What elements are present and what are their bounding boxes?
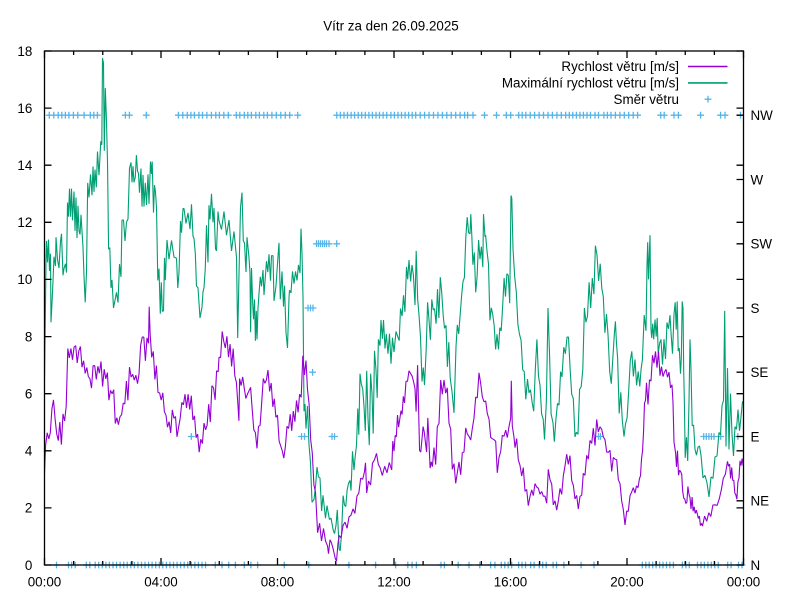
svg-text:18: 18 (17, 44, 32, 59)
svg-text:Maximální rychlost větru [m/s]: Maximální rychlost větru [m/s] (502, 75, 679, 90)
svg-text:16:00: 16:00 (494, 575, 528, 590)
svg-text:2: 2 (25, 501, 32, 516)
svg-text:Vítr za den 26.09.2025: Vítr za den 26.09.2025 (323, 19, 459, 34)
svg-text:SE: SE (751, 365, 769, 380)
svg-text:6: 6 (25, 387, 32, 402)
svg-text:4: 4 (25, 444, 33, 459)
svg-text:SW: SW (751, 237, 773, 252)
svg-text:N: N (751, 558, 761, 573)
svg-text:12:00: 12:00 (377, 575, 411, 590)
svg-text:NW: NW (751, 108, 774, 123)
svg-text:S: S (751, 301, 760, 316)
svg-text:8: 8 (25, 329, 32, 344)
svg-text:NE: NE (751, 494, 770, 509)
svg-text:04:00: 04:00 (144, 575, 178, 590)
svg-text:0: 0 (25, 558, 32, 573)
svg-text:16: 16 (17, 101, 32, 116)
svg-text:00:00: 00:00 (28, 575, 62, 590)
svg-text:12: 12 (17, 215, 32, 230)
svg-text:E: E (751, 429, 760, 444)
svg-text:W: W (751, 172, 764, 187)
svg-text:Rychlost větru [m/s]: Rychlost větru [m/s] (561, 59, 679, 74)
svg-text:00:00: 00:00 (727, 575, 761, 590)
svg-text:08:00: 08:00 (261, 575, 295, 590)
svg-text:20:00: 20:00 (610, 575, 644, 590)
svg-text:14: 14 (17, 158, 32, 173)
svg-text:Směr větru: Směr větru (614, 92, 679, 107)
svg-text:10: 10 (17, 272, 32, 287)
